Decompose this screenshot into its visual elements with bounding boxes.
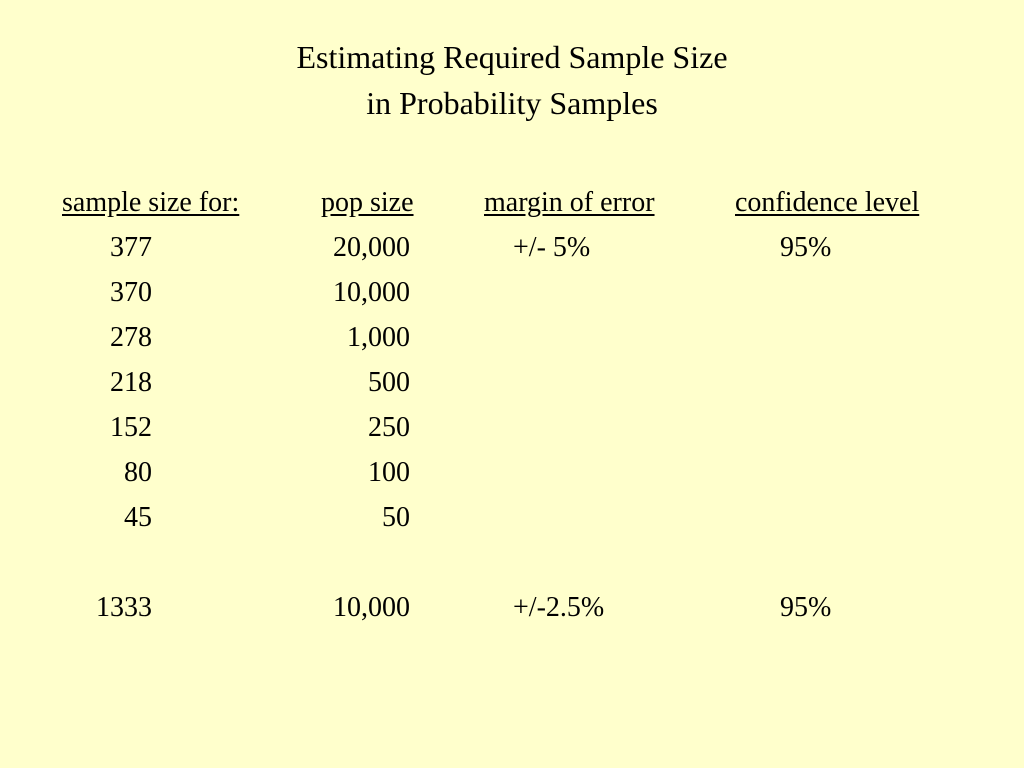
table-cell: 10,000: [333, 592, 410, 623]
table-cell: 95%: [780, 232, 832, 263]
title-line: in Probability Samples: [366, 85, 658, 121]
table-cell: 152: [110, 412, 152, 443]
table-cell: 1333: [96, 592, 152, 623]
table-cell: 1,000: [347, 322, 410, 353]
table-cell: +/- 5%: [513, 232, 591, 263]
table-cell: 250: [368, 412, 410, 443]
column-header: sample size for:: [62, 187, 240, 218]
table-cell: 10,000: [333, 277, 410, 308]
table-cell: 50: [382, 502, 410, 533]
column-header: confidence level: [735, 187, 920, 218]
table-cell: 370: [110, 277, 152, 308]
table-cell: 100: [368, 457, 410, 488]
table-cell: 278: [110, 322, 152, 353]
column-header: pop size: [321, 187, 414, 218]
table-cell: 80: [124, 457, 152, 488]
table-cell: 218: [110, 367, 152, 398]
table-cell: +/-2.5%: [513, 592, 605, 623]
table-cell: 95%: [780, 592, 832, 623]
table-cell: 500: [368, 367, 410, 398]
table-cell: 20,000: [333, 232, 410, 263]
title-line: Estimating Required Sample Size: [296, 39, 728, 75]
table-cell: 377: [110, 232, 152, 263]
column-header: margin of error: [484, 187, 655, 218]
table-cell: 45: [124, 502, 152, 533]
